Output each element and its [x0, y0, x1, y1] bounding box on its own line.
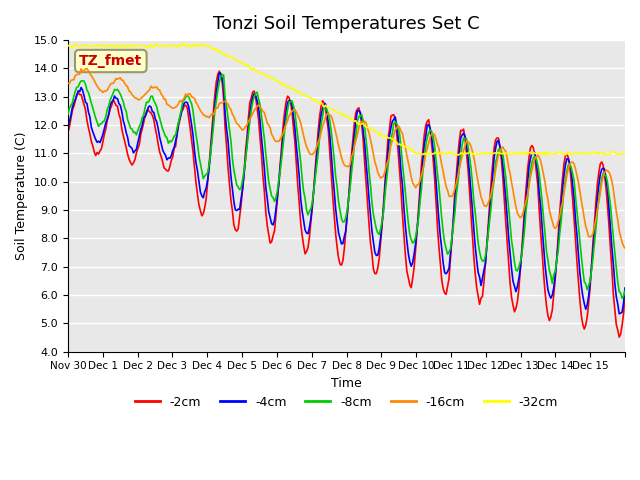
Text: TZ_fmet: TZ_fmet: [79, 54, 143, 68]
Y-axis label: Soil Temperature (C): Soil Temperature (C): [15, 132, 28, 260]
X-axis label: Time: Time: [331, 377, 362, 390]
Legend: -2cm, -4cm, -8cm, -16cm, -32cm: -2cm, -4cm, -8cm, -16cm, -32cm: [130, 391, 563, 414]
Title: Tonzi Soil Temperatures Set C: Tonzi Soil Temperatures Set C: [213, 15, 480, 33]
